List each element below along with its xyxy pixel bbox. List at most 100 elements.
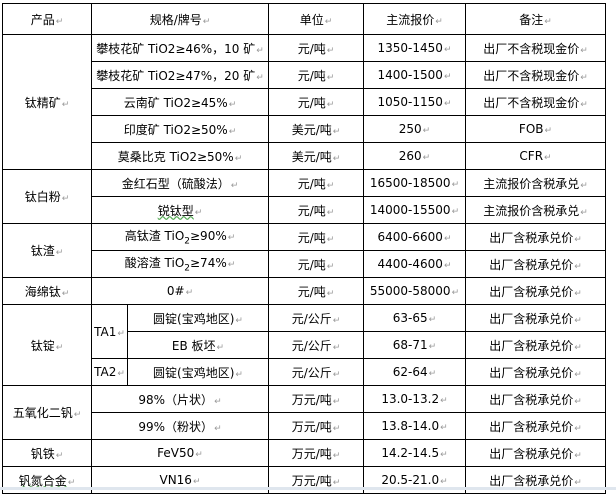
price-cell: 4400-4600 <box>363 250 466 278</box>
spec-cell: 云南矿 TiO2≥45% <box>91 88 269 116</box>
unit-cell: 元/吨 <box>268 88 364 116</box>
unit-cell: 元/吨 <box>268 34 364 62</box>
unit-cell: 元/吨 <box>268 196 364 224</box>
grade-label: TA1 <box>91 304 128 359</box>
table-row: 钛渣 高钛渣 TiO2≥90% 元/吨 6400-6600 出厂含税承兑价 <box>2 223 606 278</box>
table-row: 钛白粉 金红石型（硫酸法） 元/吨 16500-18500 主流报价含税承兑 <box>2 169 606 224</box>
note-cell: 出厂含税承兑价 <box>465 439 606 467</box>
spec-cell: 攀枝花矿 TiO2≥47%，20 矿 <box>91 61 269 89</box>
unit-cell: 元/吨 <box>268 250 364 278</box>
table-row: 钛精矿 攀枝花矿 TiO2≥46%，10 矿 元/吨 1350-1450 出厂不… <box>2 34 606 170</box>
table-row: 酸溶渣 TiO2≥74% 元/吨 4400-4600 出厂含税承兑价 <box>3 250 606 278</box>
group-label: 钛锭 <box>2 304 92 386</box>
spec-cell: 98%（片状） <box>91 385 269 413</box>
price-cell: 13.0-13.2 <box>363 385 466 413</box>
subscript: 2 <box>184 263 190 274</box>
price-cell: 13.8-14.0 <box>363 412 466 440</box>
price-cell: 63-65 <box>363 304 466 332</box>
spec-cell: 金红石型（硫酸法） <box>91 169 269 197</box>
price-cell: 6400-6600 <box>363 223 466 251</box>
unit-cell: 元/公斤 <box>268 358 364 386</box>
note-cell: 出厂含税承兑价 <box>465 304 606 332</box>
note-cell: 出厂不含税现金价 <box>465 61 606 89</box>
spec-text: ≥74% <box>190 256 227 271</box>
grade-label: TA2 <box>91 358 128 386</box>
note-cell: 出厂含税承兑价 <box>465 358 606 386</box>
unit-cell: 万元/吨 <box>268 385 364 413</box>
price-cell: 55000-58000 <box>363 277 466 305</box>
spec-cell: EB 板坯 <box>127 331 269 359</box>
price-table: 产品 规格/牌号 单位 主流报价 备注 钛精矿 攀枝花矿 TiO2≥46%，10… <box>2 3 606 494</box>
table-row: 99%（粉状） 万元/吨 13.8-14.0 出厂含税承兑价 <box>3 412 606 440</box>
table-row: 莫桑比克 TiO2≥50% 美元/吨 260 CFR <box>3 142 606 170</box>
header-note: 备注 <box>465 3 606 35</box>
price-cell: 68-71 <box>363 331 466 359</box>
unit-cell: 万元/吨 <box>268 439 364 467</box>
price-cell: 1050-1150 <box>363 88 466 116</box>
spec-cell: 攀枝花矿 TiO2≥46%，10 矿 <box>91 34 269 62</box>
unit-cell: 元/吨 <box>268 169 364 197</box>
note-cell: 出厂含税承兑价 <box>465 277 606 305</box>
spec-cell: 莫桑比克 TiO2≥50% <box>91 142 269 170</box>
note-cell: 主流报价含税承兑 <box>465 196 606 224</box>
spec-cell: 高钛渣 TiO2≥90% <box>91 223 269 251</box>
price-cell: 14.2-14.5 <box>363 439 466 467</box>
spec-cell: 0# <box>91 277 269 305</box>
spec-cell: 印度矿 TiO2≥50% <box>91 115 269 143</box>
group-label: 钛白粉 <box>2 169 92 224</box>
table-row: 攀枝花矿 TiO2≥47%，20 矿 元/吨 1400-1500 出厂不含税现金… <box>3 61 606 89</box>
price-cell: 250 <box>363 115 466 143</box>
header-unit: 单位 <box>268 3 364 35</box>
header-price: 主流报价 <box>363 3 466 35</box>
unit-cell: 元/公斤 <box>268 304 364 332</box>
note-cell: 出厂含税承兑价 <box>465 385 606 413</box>
group-label: 海绵钛 <box>2 277 92 305</box>
note-cell: CFR <box>465 142 606 170</box>
spec-cell: 酸溶渣 TiO2≥74% <box>91 250 269 278</box>
group-label: 钒铁 <box>2 439 92 467</box>
unit-cell: 万元/吨 <box>268 412 364 440</box>
subscript: 2 <box>184 236 190 247</box>
spec-cell: 圆锭(宝鸡地区) <box>127 304 269 332</box>
note-cell: 主流报价含税承兑 <box>465 169 606 197</box>
price-cell: 1400-1500 <box>363 61 466 89</box>
table-row: TA2 圆锭(宝鸡地区) 元/公斤 62-64 出厂含税承兑价 <box>3 358 606 386</box>
spec-text: 锐钛型 <box>157 203 194 218</box>
table-row: 钛锭 TA1 圆锭(宝鸡地区) 元/公斤 63-65 出厂含税承兑价 <box>2 304 606 386</box>
note-cell: 出厂含税承兑价 <box>465 412 606 440</box>
unit-cell: 美元/吨 <box>268 142 364 170</box>
spec-text: 酸溶渣 TiO <box>124 256 185 271</box>
window-bottom-edge <box>0 487 616 490</box>
group-text: 钒氮合金 <box>18 473 67 488</box>
note-cell: 出厂含税承兑价 <box>465 223 606 251</box>
unit-cell: 元/公斤 <box>268 331 364 359</box>
spec-cell: 圆锭(宝鸡地区) <box>127 358 269 386</box>
table-row: 锐钛型 元/吨 14000-15500 主流报价含税承兑 <box>3 196 606 224</box>
table-row: 印度矿 TiO2≥50% 美元/吨 250 FOB <box>3 115 606 143</box>
header-spec: 规格/牌号 <box>91 3 269 35</box>
price-cell: 16500-18500 <box>363 169 466 197</box>
group-label: 钛渣 <box>2 223 92 278</box>
note-cell: 出厂不含税现金价 <box>465 88 606 116</box>
spec-cell: 锐钛型 <box>91 196 269 224</box>
spec-cell: 99%（粉状） <box>91 412 269 440</box>
spec-cell: FeV50 <box>91 439 269 467</box>
table-row: 五氧化二钒 98%（片状） 万元/吨 13.0-13.2 出厂含税承兑价 <box>2 385 606 440</box>
note-cell: FOB <box>465 115 606 143</box>
price-cell: 14000-15500 <box>363 196 466 224</box>
spec-text: ≥90% <box>190 229 227 244</box>
price-cell: 1350-1450 <box>363 34 466 62</box>
price-cell: 62-64 <box>363 358 466 386</box>
note-cell: 出厂不含税现金价 <box>465 34 606 62</box>
header-row: 产品 规格/牌号 单位 主流报价 备注 <box>2 3 606 35</box>
group-label: 五氧化二钒 <box>2 385 92 440</box>
price-cell: 260 <box>363 142 466 170</box>
note-cell: 出厂含税承兑价 <box>465 250 606 278</box>
table-row: 云南矿 TiO2≥45% 元/吨 1050-1150 出厂不含税现金价 <box>3 88 606 116</box>
unit-cell: 元/吨 <box>268 61 364 89</box>
table-row: 海绵钛 0# 元/吨 55000-58000 出厂含税承兑价 <box>2 277 606 305</box>
unit-cell: 元/吨 <box>268 223 364 251</box>
spec-text: 高钛渣 TiO <box>124 229 185 244</box>
header-product: 产品 <box>2 3 92 35</box>
note-cell: 出厂含税承兑价 <box>465 331 606 359</box>
